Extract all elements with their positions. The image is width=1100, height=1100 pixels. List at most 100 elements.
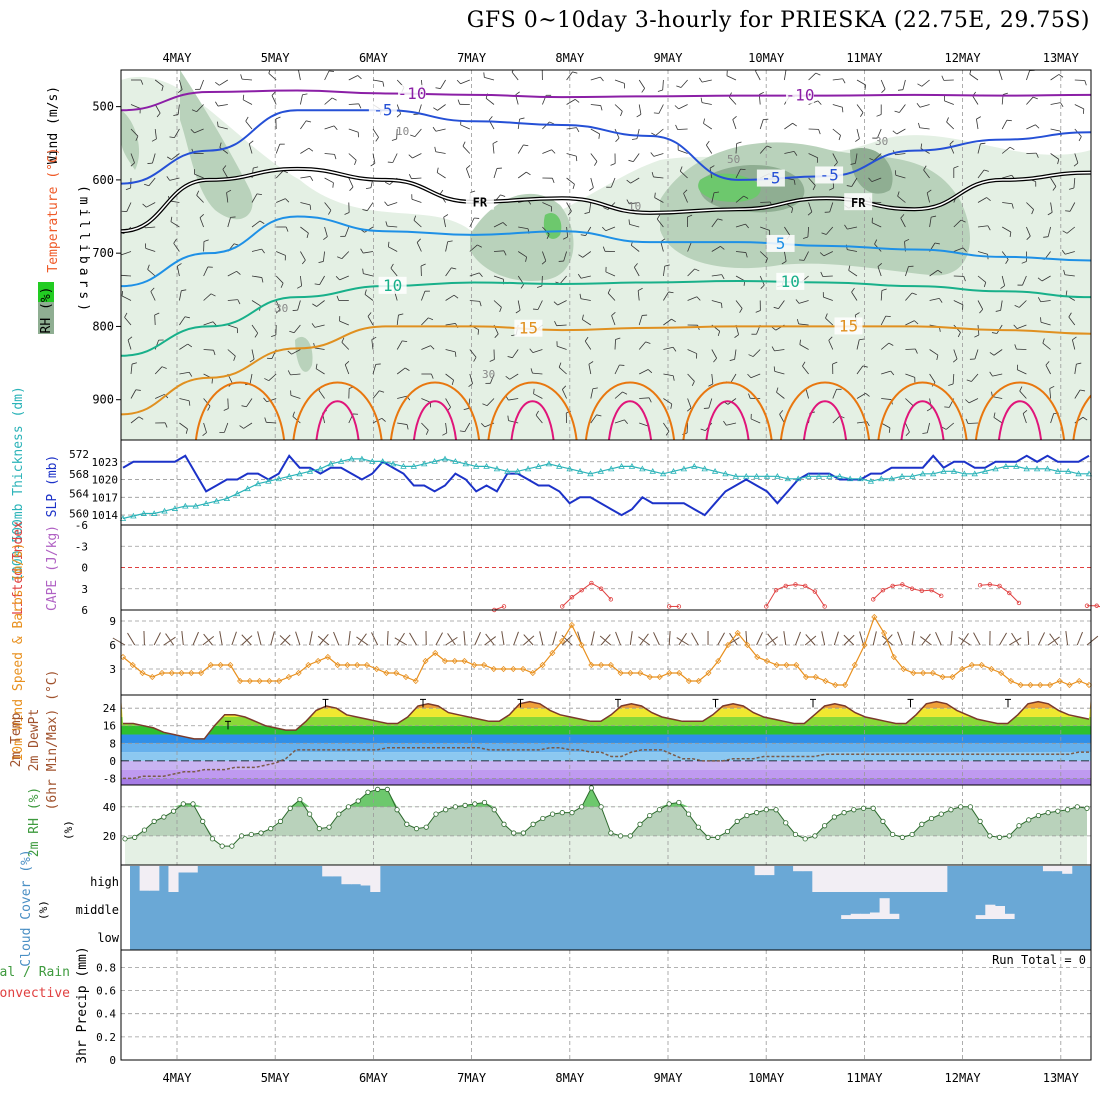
wind-barb (390, 267, 398, 277)
wind-barb-flag (1052, 186, 1057, 191)
temp-band (121, 725, 1091, 735)
wind-barb-flag (261, 248, 265, 254)
x-tick-label-bottom: 13MAY (1043, 1071, 1080, 1085)
wind-barb-flag (819, 252, 825, 257)
wind-barb (242, 78, 253, 81)
wind-barb (803, 251, 809, 261)
wind-barb (130, 153, 135, 163)
wind-barb (808, 202, 813, 213)
wind-barb (774, 371, 785, 375)
isotherm-label-bg (398, 84, 426, 102)
wind-barb-flag (1005, 259, 1009, 264)
wind-barb-flag (648, 397, 652, 403)
wind-barb (318, 390, 325, 399)
wind-barb-flag (706, 140, 710, 146)
li-marker (890, 583, 895, 589)
rh2m-fill-high (125, 787, 1087, 807)
wind-barb-flag (965, 399, 970, 404)
wind-barb-flag (885, 315, 891, 317)
wind-barb (895, 153, 906, 156)
wind-barb (372, 128, 379, 138)
wind-barb (687, 398, 692, 409)
wind-barb-flag (131, 362, 137, 365)
wind-barb (462, 145, 471, 154)
wind-barb (653, 632, 660, 646)
isotherm-label-bg (368, 101, 397, 119)
wind-barb (676, 637, 689, 646)
isotherm-label: FR (473, 196, 488, 210)
wind-barb-flag (253, 166, 259, 169)
thickness-marker (670, 467, 677, 474)
wind-barb (590, 128, 600, 135)
wind-barb (779, 414, 785, 424)
wind-barb-flag (335, 276, 340, 281)
wind-barb-flag (479, 301, 482, 307)
wind-barb-flag (650, 152, 655, 157)
wind-barb-flag (846, 185, 852, 187)
wind-barb (735, 251, 746, 253)
wind-barb-flag (838, 135, 841, 141)
li-marker (939, 593, 944, 599)
wind-barb (969, 73, 979, 81)
wind-barb-flag (537, 285, 543, 288)
wind-barb (203, 422, 207, 433)
wind-barb (523, 634, 534, 646)
wind-marker (1037, 681, 1044, 689)
wind-barb-flag (615, 337, 621, 340)
wind-barb (1076, 631, 1083, 646)
wind-barb (542, 251, 547, 262)
wind-barb (341, 251, 350, 259)
wind-marker (149, 673, 156, 681)
wind-barb (1068, 316, 1076, 326)
wind-barb-flag (553, 301, 558, 306)
wind-barb (508, 398, 519, 401)
wind-barb (784, 70, 787, 81)
wind-speed-line (119, 613, 1093, 689)
wind-barb (687, 296, 698, 301)
wind-barb-flag (364, 289, 367, 295)
wind-barb (856, 79, 866, 86)
wind-barb-flag (637, 287, 643, 291)
wind-barb (638, 636, 651, 646)
wind-barb-flag (188, 400, 191, 406)
wind-barb (387, 202, 398, 206)
wind-barb (680, 79, 688, 88)
wind-barb (833, 631, 839, 646)
li-marker (608, 597, 614, 602)
wind-barb (808, 72, 817, 81)
wind-barb-flag (135, 136, 139, 141)
wind-barb (509, 373, 519, 380)
wind-barb (615, 631, 622, 646)
wind-barb-flag (829, 187, 834, 191)
wind-barb-flag (708, 383, 714, 387)
y-tick-label: 600 (92, 173, 114, 187)
wind-barb (1000, 300, 1003, 311)
wind-barb-flag (983, 282, 987, 288)
isotherms (121, 89, 1091, 416)
wind-barb (484, 77, 495, 81)
wind-barb-flag (481, 423, 486, 428)
wind-barb (778, 300, 785, 309)
wind-barb-flag (494, 333, 499, 338)
wind-barb (394, 637, 408, 646)
wind-barb-flag (459, 430, 465, 433)
thickness-marker (234, 490, 241, 497)
li-marker (783, 583, 788, 589)
isotherm-25-arch (705, 400, 750, 440)
wind-barb (732, 119, 737, 130)
li-tick-label: 3 (81, 583, 88, 596)
wind-barb (847, 226, 858, 230)
thickness-marker (722, 470, 729, 477)
thickness-marker (971, 470, 978, 477)
wind-barb-flag (888, 342, 894, 346)
isotherm-label: -10 (786, 86, 815, 105)
wind-barb (251, 275, 262, 278)
wind-barb-flag (217, 121, 219, 127)
wind-barb (251, 349, 255, 360)
wind-barb-flag (470, 190, 476, 193)
wind-barb-flag (760, 284, 765, 289)
wind-barb-flag (734, 334, 739, 338)
wind-marker (324, 653, 331, 661)
thickness-marker (961, 470, 968, 477)
